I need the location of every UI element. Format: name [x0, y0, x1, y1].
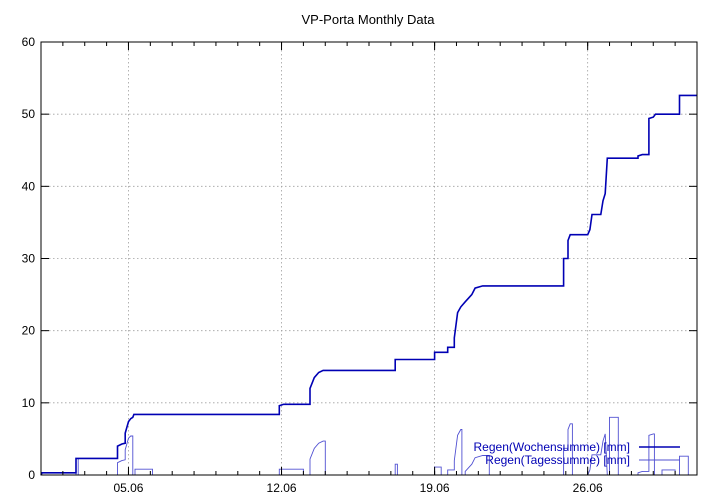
y-tick-label: 50	[22, 107, 36, 121]
y-tick-label: 10	[22, 396, 36, 410]
series-line-daily	[41, 416, 697, 476]
legend: Regen(Wochensumme) [mm]Regen(Tagessumme)…	[474, 440, 680, 467]
grid-lines	[41, 42, 697, 475]
y-tick-label: 40	[22, 179, 36, 193]
x-tick-label: 12.06	[267, 481, 297, 495]
y-tick-label: 60	[22, 35, 36, 49]
legend-label: Regen(Tagessumme) [mm]	[485, 453, 630, 467]
axes: 0 10 20 30 40 50 60 05.06 12.06 19.06 26.06	[22, 35, 698, 495]
chart-title: VP-Porta Monthly Data	[302, 12, 436, 27]
x-tick-label: 05.06	[113, 481, 143, 495]
x-tick-label: 19.06	[420, 481, 450, 495]
series-layer	[40, 94, 697, 476]
series-line-weekly	[40, 94, 697, 476]
x-tick-label: 26.06	[573, 481, 603, 495]
y-tick-label: 20	[22, 324, 36, 338]
y-tick-label: 0	[28, 468, 35, 482]
y-tick-label: 30	[22, 252, 36, 266]
legend-label: Regen(Wochensumme) [mm]	[474, 440, 631, 454]
